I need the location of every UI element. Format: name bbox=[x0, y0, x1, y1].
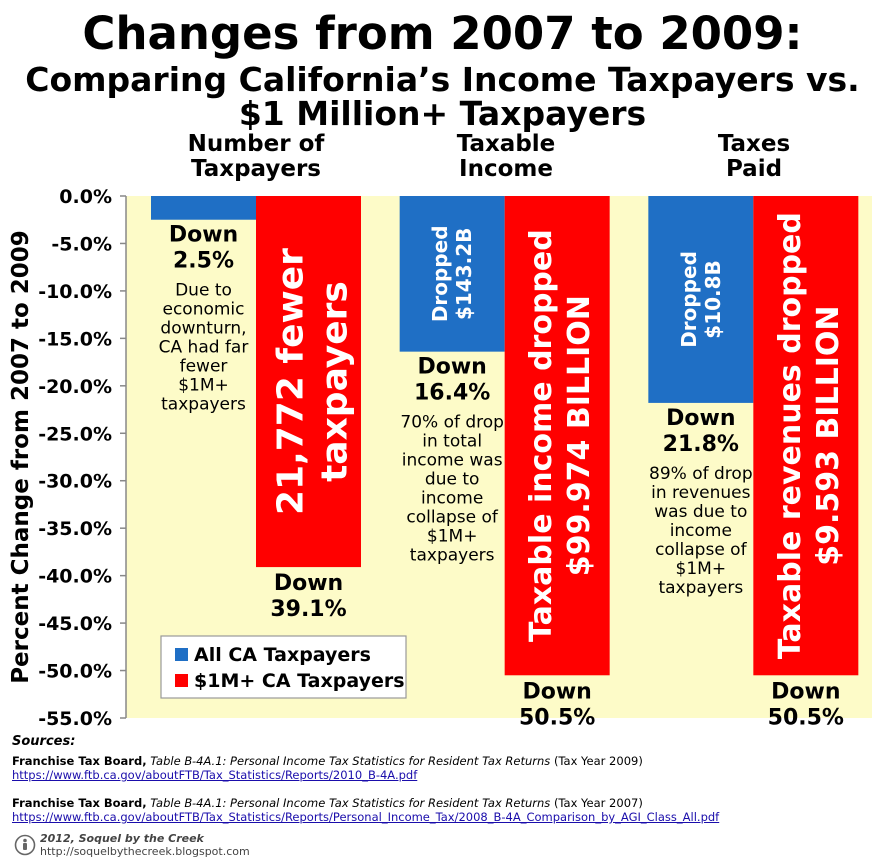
explanatory-note: taxpayers bbox=[161, 395, 246, 415]
y-tick-label: -30.0% bbox=[38, 471, 112, 493]
blue-bar-value-label: Down bbox=[417, 355, 486, 380]
red-bar-inside-label: Taxable income dropped $99.974 BILLION bbox=[524, 229, 597, 642]
bar-all-ca-taxpayers bbox=[648, 196, 754, 403]
explanatory-note: due to bbox=[425, 470, 480, 490]
bar-all-ca-taxpayers bbox=[399, 196, 505, 352]
bar-chart: 0.0% -5.0% -10.0% -15.0% -20.0% -25.0% -30.0% -… bbox=[8, 186, 872, 730]
y-tick-label: -5.0% bbox=[51, 233, 112, 255]
legend: All CA Taxpayers $1M+ CA Taxpayers bbox=[160, 635, 407, 699]
explanatory-note: $1M+ bbox=[676, 559, 727, 579]
explanatory-note: in total bbox=[422, 432, 482, 452]
red-bar-value-label: Down bbox=[771, 679, 840, 704]
bar-all-ca-taxpayers bbox=[151, 196, 256, 220]
y-tick-label: -25.0% bbox=[38, 423, 112, 445]
explanatory-note: income bbox=[421, 489, 483, 509]
y-axis-label: Percent Change from 2007 to 2009 bbox=[8, 230, 34, 684]
explanatory-note: income bbox=[670, 521, 732, 541]
legend-swatch bbox=[175, 648, 188, 661]
bar-1m-plus-taxpayers bbox=[504, 196, 610, 676]
y-tick-label: -20.0% bbox=[38, 376, 112, 398]
sources-label: Sources: bbox=[12, 734, 76, 749]
explanatory-note: in revenues bbox=[651, 483, 751, 503]
y-tick-label: -40.0% bbox=[38, 566, 112, 588]
legend-swatch bbox=[175, 674, 188, 687]
y-tick-label: -10.0% bbox=[38, 281, 112, 303]
blue-bar-inside-text: $143.2B bbox=[452, 228, 476, 320]
group-heading-taxable-income: Taxable Income bbox=[456, 131, 556, 182]
red-bar-value-label: 39.1% bbox=[270, 597, 346, 622]
explanatory-note: fewer bbox=[180, 357, 228, 377]
chart-subtitle-line-2: $1 Million+ Taxpayers bbox=[238, 94, 647, 133]
red-bar-inside-text: Taxable revenues dropped bbox=[773, 212, 808, 659]
source-citation-1: Franchise Tax Board, Table B-4A.1: Perso… bbox=[12, 754, 643, 768]
red-bar-inside-text: 21,772 fewer bbox=[271, 248, 312, 515]
explanatory-note: taxpayers bbox=[658, 578, 743, 598]
explanatory-note: was due to bbox=[654, 502, 747, 522]
creative-commons-attribution-icon bbox=[14, 834, 36, 856]
y-tick-label: -35.0% bbox=[38, 518, 112, 540]
group-heading-taxpayers: Number of Taxpayers bbox=[187, 131, 325, 182]
blue-bar-inside-label: Dropped $10.8B bbox=[677, 251, 725, 348]
explanatory-note: $1M+ bbox=[427, 527, 478, 547]
chart-title: Changes from 2007 to 2009: bbox=[82, 7, 803, 60]
y-tick-label: -50.0% bbox=[38, 661, 112, 683]
red-bar-value-label: Down bbox=[522, 679, 591, 704]
group-heading-taxes-paid: Taxes Paid bbox=[717, 131, 791, 182]
legend-box bbox=[160, 635, 407, 699]
explanatory-note: taxpayers bbox=[410, 546, 495, 566]
blue-bar-value-label: 2.5% bbox=[173, 249, 234, 274]
explanatory-note: downturn, bbox=[160, 319, 246, 339]
red-bar-inside-text: taxpayers bbox=[315, 281, 356, 482]
red-bar-inside-text: Taxable income dropped bbox=[524, 229, 559, 642]
explanatory-note: 89% of drop bbox=[649, 464, 753, 484]
chart-subtitle-line-1: Comparing California’s Income Taxpayers … bbox=[25, 60, 860, 99]
red-bar-inside-text: $9.593 BILLION bbox=[811, 306, 846, 566]
explanatory-note: income was bbox=[402, 451, 503, 471]
blue-bar-value-label: Down bbox=[169, 223, 238, 248]
explanatory-note: collapse of bbox=[655, 540, 748, 560]
explanatory-note: $1M+ bbox=[178, 376, 229, 396]
red-bar-value-label: 50.5% bbox=[519, 705, 595, 730]
explanatory-note: collapse of bbox=[406, 508, 499, 528]
blue-bar-value-label: 16.4% bbox=[414, 381, 490, 406]
source-link-1[interactable]: https://www.ftb.ca.gov/aboutFTB/Tax_Stat… bbox=[12, 768, 418, 782]
red-bar-inside-text: $99.974 BILLION bbox=[562, 295, 597, 576]
blue-bar-inside-text: Dropped bbox=[428, 225, 452, 322]
explanatory-note: 70% of drop bbox=[400, 413, 504, 433]
explanatory-note: Due to bbox=[175, 281, 232, 301]
red-bar-value-label: 50.5% bbox=[768, 705, 844, 730]
bar-1m-plus-taxpayers bbox=[256, 196, 361, 568]
blue-bar-value-label: Down bbox=[666, 406, 735, 431]
bar-1m-plus-taxpayers bbox=[753, 196, 859, 676]
explanatory-note: economic bbox=[162, 300, 244, 320]
blue-bar-inside-label: Dropped $143.2B bbox=[428, 225, 476, 322]
y-tick-label: -15.0% bbox=[38, 328, 112, 350]
y-tick-label: 0.0% bbox=[59, 186, 112, 208]
explanatory-note: CA had far bbox=[159, 338, 249, 358]
blue-bar-inside-text: $10.8B bbox=[701, 260, 725, 339]
source-link-2[interactable]: https://www.ftb.ca.gov/aboutFTB/Tax_Stat… bbox=[12, 810, 720, 824]
red-bar-value-label: Down bbox=[274, 571, 343, 596]
source-citation-2: Franchise Tax Board, Table B-4A.1: Perso… bbox=[12, 796, 643, 810]
legend-label: All CA Taxpayers bbox=[194, 644, 371, 666]
red-bar-inside-label: 21,772 fewer taxpayers bbox=[271, 248, 356, 515]
y-tick-label: -45.0% bbox=[38, 613, 112, 635]
legend-label: $1M+ CA Taxpayers bbox=[194, 670, 405, 692]
blue-bar-value-label: 21.8% bbox=[663, 432, 739, 457]
y-tick-label: -55.0% bbox=[38, 708, 112, 730]
red-bar-inside-label: Taxable revenues dropped $9.593 BILLION bbox=[773, 212, 846, 659]
blue-bar-inside-text: Dropped bbox=[677, 251, 701, 348]
